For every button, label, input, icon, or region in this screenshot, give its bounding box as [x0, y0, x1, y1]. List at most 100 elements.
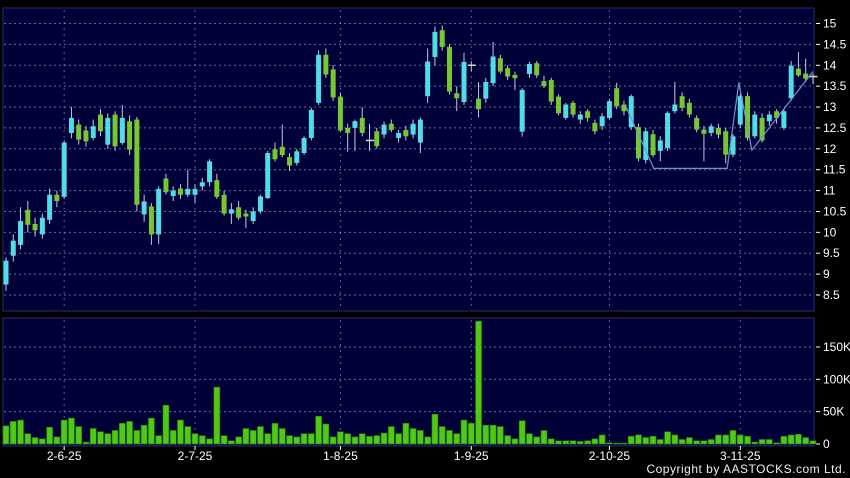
candle-down	[621, 104, 627, 112]
candle-up	[294, 151, 300, 164]
volume-bar	[482, 424, 490, 445]
volume-bar	[467, 423, 475, 445]
candle-up	[432, 31, 438, 57]
candle-up	[141, 201, 147, 215]
volume-bar	[417, 430, 424, 445]
candle-down	[388, 123, 394, 131]
candle-up	[156, 188, 162, 235]
volume-bar	[606, 442, 613, 445]
candle-down	[635, 127, 641, 159]
volume-bar	[787, 434, 795, 445]
candle-down	[345, 127, 351, 133]
volume-bar	[235, 436, 242, 445]
volume-bar	[31, 437, 39, 445]
candle-up	[352, 121, 358, 128]
volume-bar	[656, 439, 664, 445]
candle-up	[68, 117, 74, 133]
volume-bar	[380, 432, 388, 445]
candle-up	[381, 124, 387, 135]
candle-down	[148, 206, 154, 235]
price-axis-label: 9.5	[823, 246, 840, 260]
candle-up	[425, 61, 431, 97]
candle-up	[577, 114, 583, 120]
volume-bar	[446, 430, 453, 445]
candle-down	[439, 30, 445, 47]
candle-up	[90, 126, 96, 138]
volume-bar	[162, 404, 170, 445]
volume-bar	[555, 440, 562, 445]
price-axis-label: 11	[823, 184, 836, 198]
volume-bar	[766, 439, 773, 445]
volume-bar	[671, 434, 679, 445]
candle-down	[505, 68, 511, 77]
volume-bar	[220, 435, 228, 445]
candle-up	[417, 119, 423, 143]
candle-down	[272, 149, 278, 160]
candle-up	[170, 190, 176, 197]
candle-up	[410, 123, 416, 135]
volume-bar	[722, 434, 730, 445]
candle-down	[679, 96, 685, 108]
volume-bar	[351, 436, 359, 445]
volume-bar	[562, 440, 570, 445]
volume-bar	[693, 440, 700, 445]
candle-down	[236, 207, 242, 218]
candle-up	[61, 142, 67, 197]
candle-down	[112, 114, 118, 147]
volume-bar	[598, 434, 606, 445]
volume-bar	[119, 423, 126, 445]
candle-down	[534, 63, 540, 76]
candle-down	[127, 121, 133, 150]
volume-bar	[213, 386, 221, 445]
price-axis-label: 8.5	[823, 288, 840, 302]
volume-bar	[707, 439, 715, 445]
candle-doji	[809, 75, 818, 78]
volume-bar	[286, 435, 293, 445]
candle-down	[723, 131, 729, 155]
volume-bar	[627, 435, 635, 445]
volume-bar	[104, 433, 112, 445]
volume-bar	[373, 435, 381, 445]
volume-bar	[540, 430, 548, 445]
candle-up	[207, 161, 213, 183]
volume-bar	[424, 436, 431, 445]
volume-bar	[751, 441, 759, 445]
candle-up	[563, 104, 569, 118]
volume-bar	[409, 428, 417, 445]
volume-bar	[344, 433, 351, 445]
volume-bar	[438, 426, 446, 445]
volume-bar	[664, 431, 671, 445]
candle-down	[221, 194, 227, 214]
price-axis-label: 14.5	[823, 37, 847, 51]
volume-bar	[736, 434, 744, 445]
volume-bar	[773, 442, 780, 445]
volume-bar	[686, 437, 693, 445]
candle-down	[83, 130, 89, 142]
volume-bar	[24, 433, 32, 445]
candle-up	[781, 111, 787, 128]
volume-bar	[613, 442, 620, 445]
volume-axis-label: 0	[823, 437, 830, 451]
candle-up	[599, 116, 605, 127]
volume-bar	[475, 320, 482, 445]
candle-doji	[366, 139, 374, 142]
volume-bar	[518, 420, 526, 445]
volume-bar	[584, 440, 591, 445]
candle-down	[454, 93, 460, 99]
candle-up	[672, 104, 678, 112]
price-axis-label: 10	[823, 225, 837, 239]
date-axis-label: 1-8-25	[323, 449, 358, 463]
price-axis-label: 12	[823, 142, 837, 156]
volume-bar	[271, 423, 279, 445]
candle-down	[774, 111, 780, 118]
candle-down	[287, 157, 293, 166]
volume-bar	[569, 440, 577, 445]
candle-down	[214, 180, 220, 197]
candle-down	[330, 69, 336, 98]
candle-down	[497, 58, 503, 72]
volume-bar	[431, 413, 439, 445]
volume-bar	[206, 438, 213, 445]
volume-bar	[744, 435, 751, 445]
candle-down	[76, 124, 82, 140]
